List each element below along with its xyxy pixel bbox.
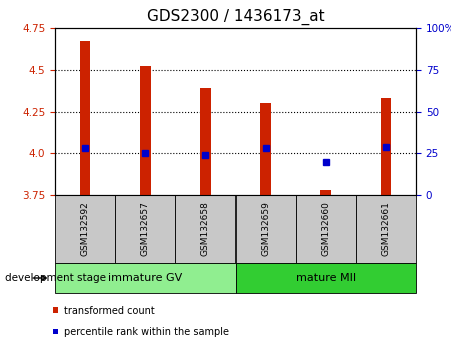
Bar — [80, 41, 91, 195]
Text: GSM132657: GSM132657 — [141, 201, 150, 256]
Bar — [235, 195, 296, 263]
Text: transformed count: transformed count — [64, 306, 155, 316]
Text: immature GV: immature GV — [108, 273, 182, 283]
Bar — [55, 263, 235, 293]
Bar — [320, 190, 331, 195]
Bar — [200, 88, 211, 195]
Text: mature MII: mature MII — [296, 273, 356, 283]
Bar — [175, 195, 235, 263]
Bar — [356, 195, 416, 263]
Bar — [115, 195, 175, 263]
Text: development stage: development stage — [5, 273, 106, 283]
Text: GSM132658: GSM132658 — [201, 201, 210, 256]
Bar — [235, 263, 416, 293]
Bar — [55, 195, 115, 263]
Bar — [140, 67, 151, 195]
Bar — [296, 195, 356, 263]
Title: GDS2300 / 1436173_at: GDS2300 / 1436173_at — [147, 9, 324, 25]
Text: GSM132659: GSM132659 — [261, 201, 270, 256]
Bar — [381, 98, 391, 195]
Text: GSM132661: GSM132661 — [382, 201, 391, 256]
Text: percentile rank within the sample: percentile rank within the sample — [64, 327, 229, 337]
Text: GSM132592: GSM132592 — [81, 202, 90, 256]
Bar — [260, 103, 271, 195]
Text: GSM132660: GSM132660 — [321, 201, 330, 256]
